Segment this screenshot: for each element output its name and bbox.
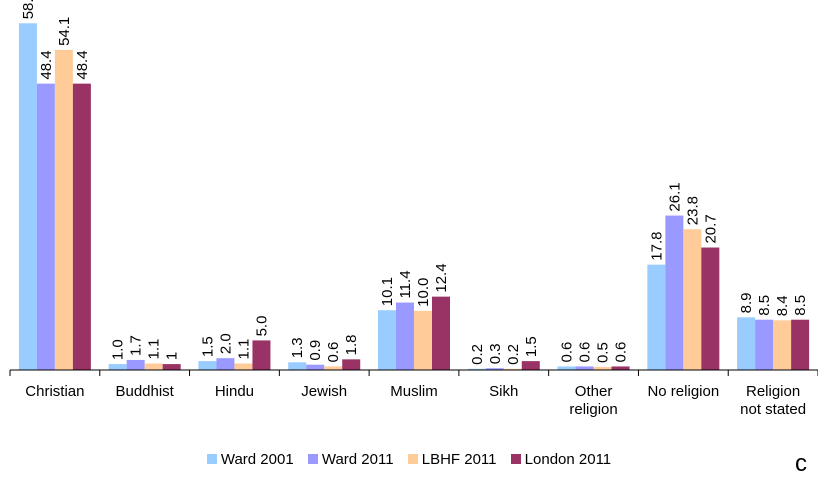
bar (593, 367, 612, 370)
legend-swatch (307, 454, 318, 464)
data-label: 1.5 (523, 336, 540, 357)
bar (342, 359, 361, 370)
legend-label: Ward 2011 (321, 451, 394, 468)
bar (755, 319, 774, 370)
bar (198, 361, 217, 370)
category-label: Other (575, 383, 613, 400)
chart-legend: Ward 2001 Ward 2011 LBHF 2011 London 201… (0, 452, 818, 468)
category-label: Religion (746, 383, 800, 400)
bar (485, 368, 504, 370)
data-label: 2.0 (217, 333, 234, 354)
data-label: 5.0 (253, 316, 270, 337)
data-label: 0.6 (559, 342, 576, 363)
category-label: Christian (25, 383, 84, 400)
category-label: Muslim (390, 383, 438, 400)
legend-item-lbhf-2011: LBHF 2011 (407, 451, 497, 468)
data-label: 0.6 (577, 342, 594, 363)
category-label: religion (569, 401, 617, 418)
data-label: 8.9 (738, 292, 755, 313)
data-label: 0.5 (595, 342, 612, 363)
legend-swatch (206, 454, 217, 464)
bar (575, 366, 594, 370)
category-label: Hindu (215, 383, 254, 400)
data-label: 10.1 (379, 277, 396, 306)
bar (665, 215, 684, 370)
bar (306, 364, 325, 370)
bar (72, 83, 91, 370)
legend-swatch (510, 454, 521, 464)
legend-label: Ward 2001 (220, 451, 294, 468)
bar (414, 310, 432, 370)
data-label: 0.6 (613, 342, 630, 363)
bar (288, 362, 307, 370)
bar (144, 363, 163, 370)
bar (108, 364, 127, 370)
bar (378, 310, 396, 370)
category-label: Jewish (301, 383, 347, 400)
data-label: 1.8 (343, 334, 360, 355)
data-label: 12.4 (433, 263, 450, 292)
data-label: 1.5 (199, 336, 216, 357)
data-label: 8.5 (756, 295, 773, 316)
bar (432, 296, 450, 370)
data-label: 1.0 (110, 339, 127, 360)
data-label: 1 (164, 352, 181, 360)
bar (36, 83, 55, 370)
bar (521, 361, 540, 370)
legend-label: London 2011 (524, 451, 612, 468)
legend-item-ward-2001: Ward 2001 (206, 451, 294, 468)
data-label: 0.9 (307, 340, 324, 361)
data-label: 23.8 (684, 196, 701, 225)
corner-glyph: c (795, 450, 807, 477)
bar (324, 366, 343, 370)
data-label: 10.0 (415, 278, 432, 307)
category-label: No religion (647, 383, 719, 400)
bar (162, 364, 181, 370)
data-label: 17.8 (648, 231, 665, 260)
bar (503, 368, 522, 370)
bar (557, 366, 576, 370)
bar (126, 359, 145, 370)
legend-item-ward-2011: Ward 2011 (307, 451, 394, 468)
data-label: 0.2 (505, 344, 522, 365)
bar (54, 49, 73, 371)
data-label: 48.4 (74, 50, 91, 79)
data-label: 1.3 (289, 337, 306, 358)
data-label: 0.3 (487, 343, 504, 364)
legend-item-london-2011: London 2011 (510, 451, 612, 468)
data-label: 1.1 (146, 339, 163, 360)
data-label: 8.5 (792, 295, 809, 316)
data-label: 0.2 (469, 344, 486, 365)
data-label: 8.4 (774, 295, 791, 316)
data-label: 26.1 (666, 182, 683, 211)
bar (467, 368, 486, 370)
data-label: 1.1 (235, 339, 252, 360)
bar (683, 229, 702, 370)
bar (773, 320, 792, 370)
data-label: 48.4 (38, 50, 55, 79)
legend-swatch (407, 454, 418, 464)
bar (234, 363, 253, 370)
data-label: 58.6 (20, 0, 37, 19)
legend-label: LBHF 2011 (421, 451, 497, 468)
category-label: Buddhist (115, 383, 174, 400)
bar (216, 358, 235, 370)
category-label: not stated (740, 401, 806, 418)
data-label: 54.1 (56, 17, 73, 46)
bar (647, 264, 666, 370)
bar (396, 302, 414, 370)
bar (611, 366, 630, 370)
data-label: 0.6 (325, 342, 342, 363)
bar (701, 247, 720, 370)
data-label: 11.4 (397, 270, 414, 298)
bar (791, 319, 810, 370)
bar (252, 340, 271, 370)
bar (737, 317, 756, 370)
data-label: 1.7 (128, 335, 145, 356)
category-label: Sikh (489, 383, 518, 400)
bar (18, 23, 37, 371)
data-label: 20.7 (702, 214, 719, 243)
